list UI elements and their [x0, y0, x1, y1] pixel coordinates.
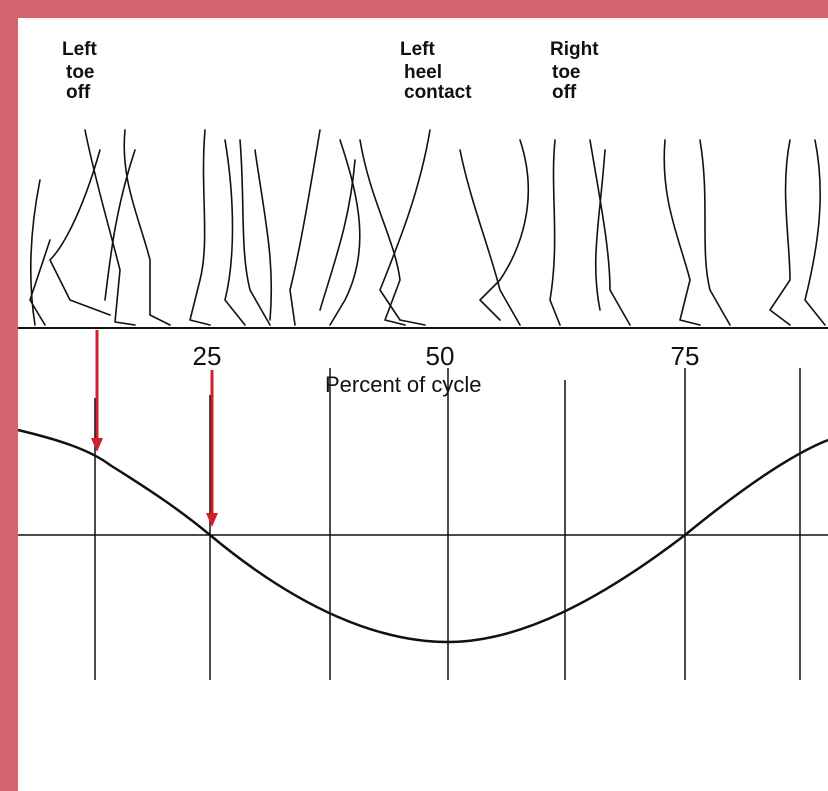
- event-label: contact: [404, 82, 472, 103]
- event-label: heel: [404, 62, 442, 83]
- event-label: Left: [400, 39, 436, 60]
- tick-label: 50: [426, 341, 455, 371]
- event-label: Right: [550, 39, 599, 60]
- diagram: Left toe off Left heel contact Right toe…: [0, 0, 828, 791]
- canvas: [18, 18, 828, 791]
- event-label: off: [552, 82, 577, 103]
- event-label: toe: [552, 62, 581, 83]
- axis-title: Percent of cycle: [325, 372, 482, 397]
- event-label: toe: [66, 62, 95, 83]
- event-label: off: [66, 82, 91, 103]
- tick-label: 25: [193, 341, 222, 371]
- tick-label: 75: [671, 341, 700, 371]
- event-label: Left: [62, 39, 98, 60]
- page: Left toe off Left heel contact Right toe…: [0, 0, 828, 791]
